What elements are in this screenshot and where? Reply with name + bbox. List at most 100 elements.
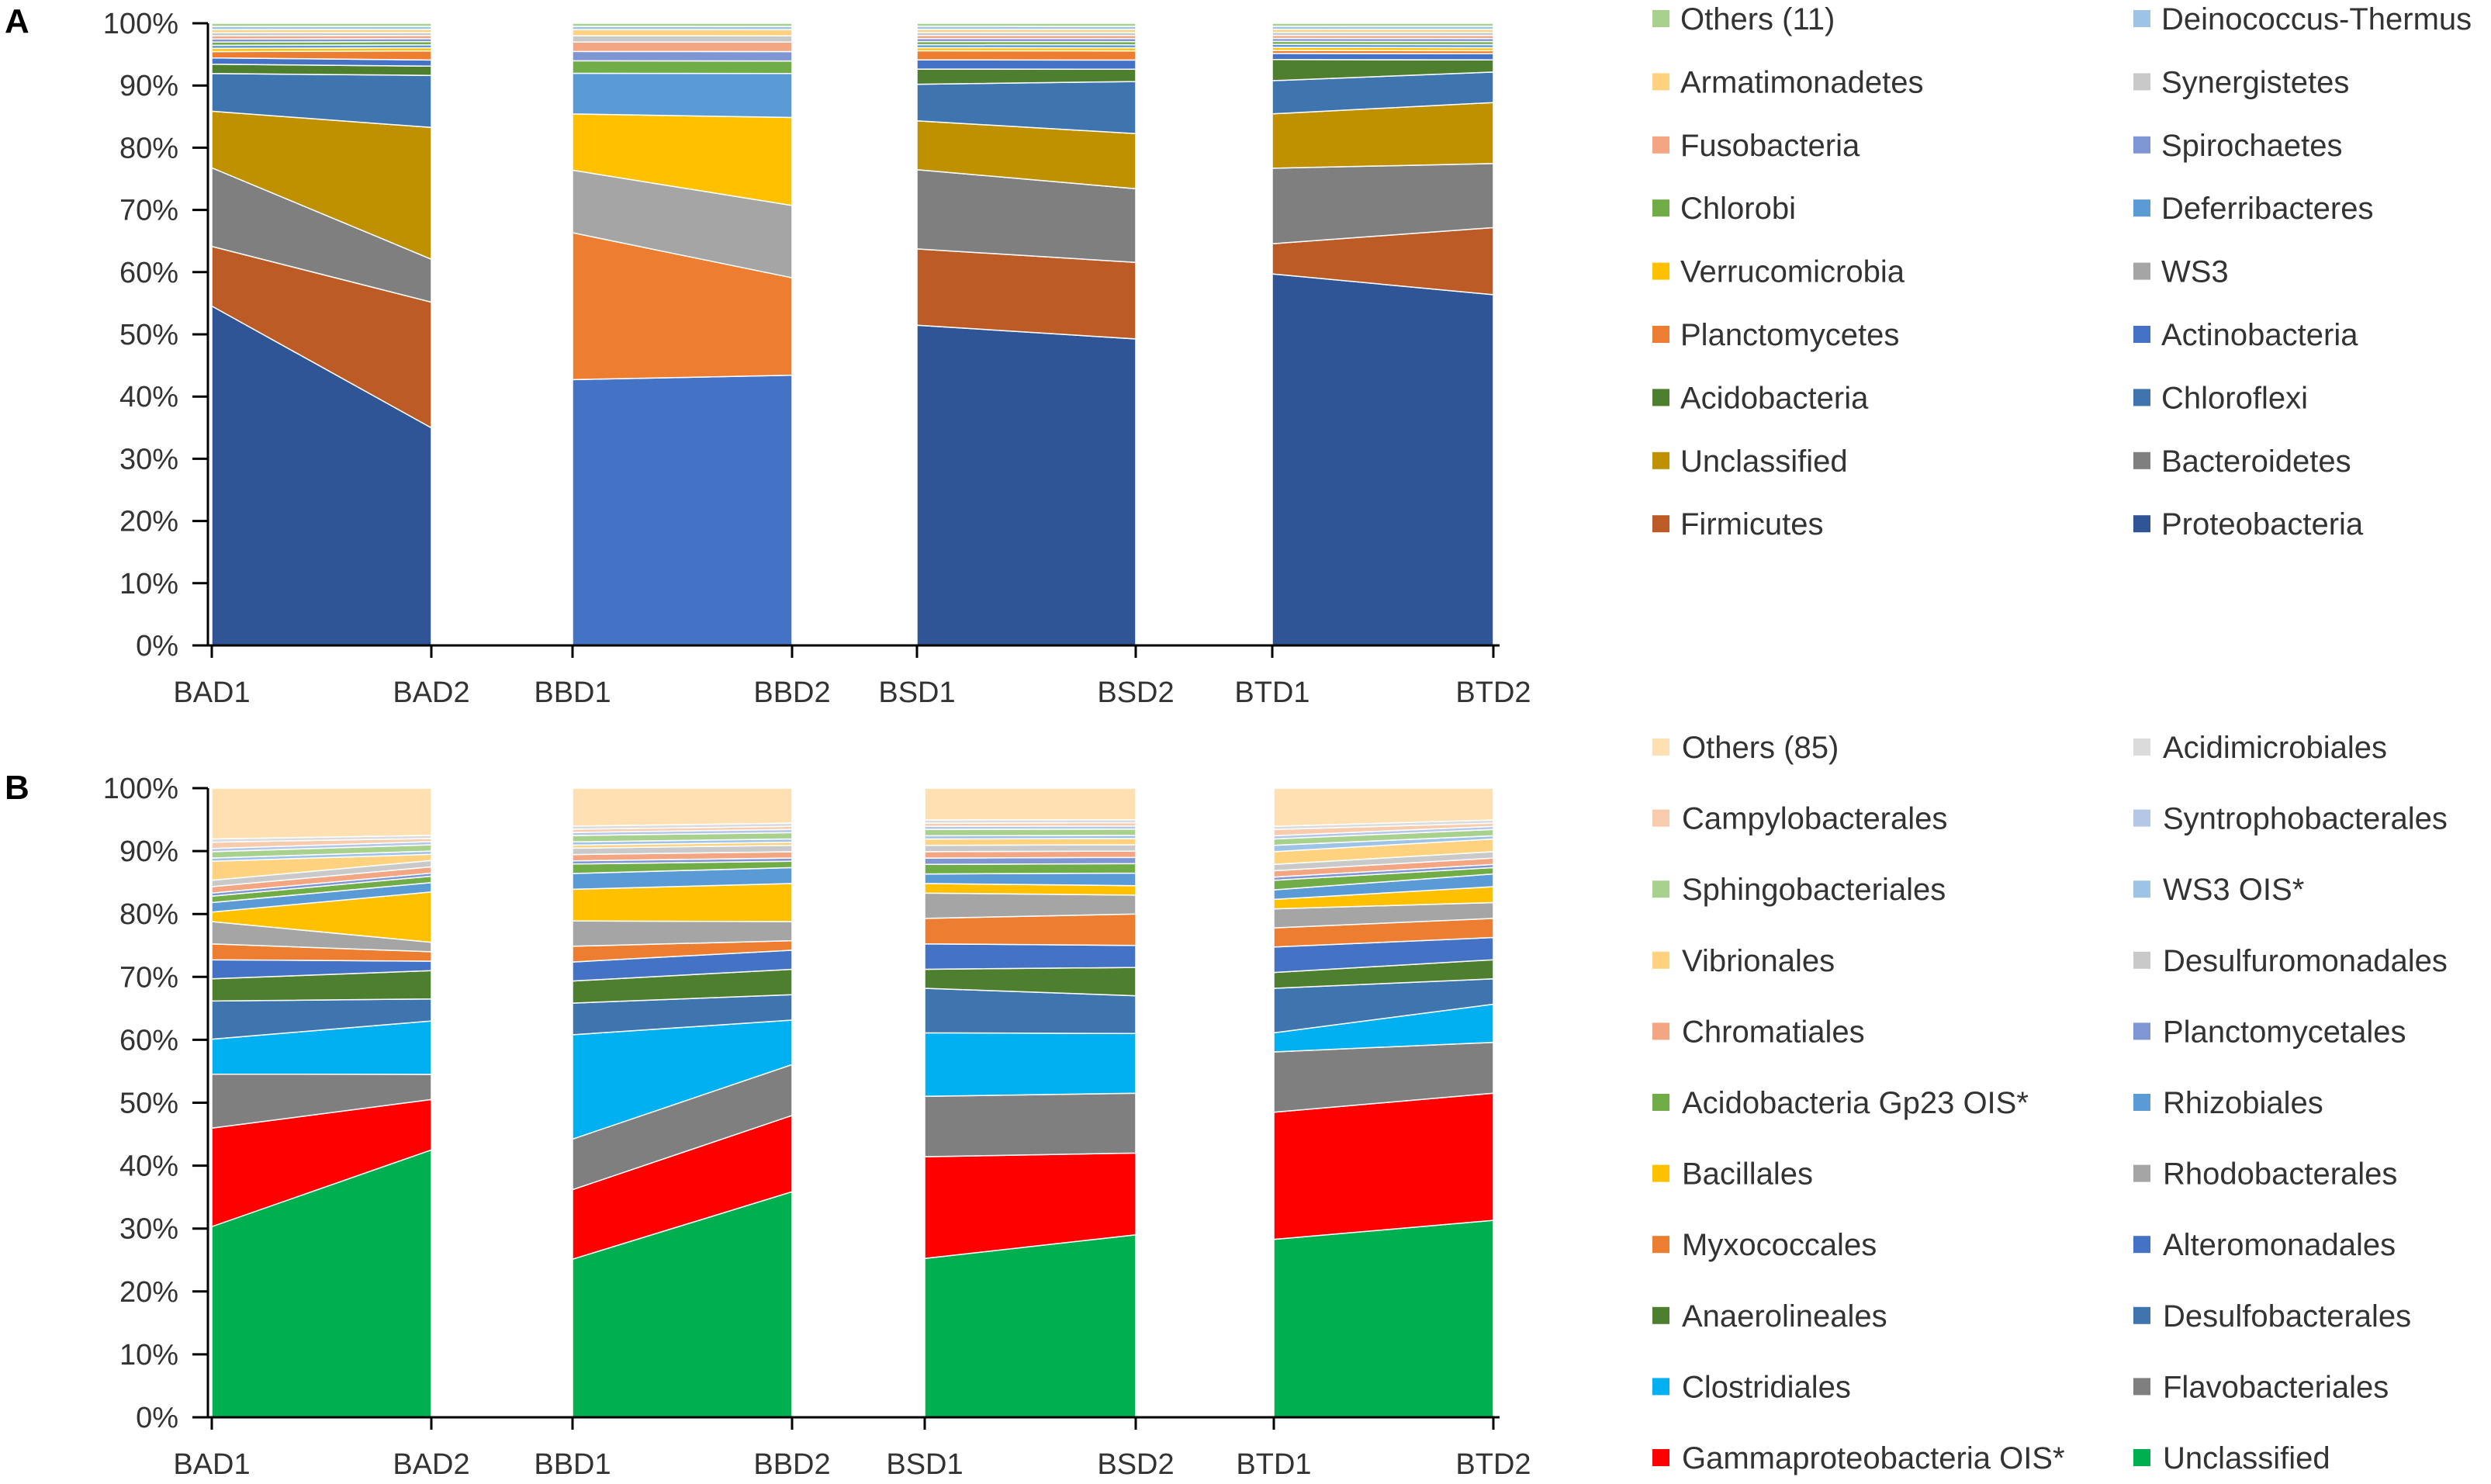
panel-b-legend-label-anaerolineales: Anaerolineales: [1682, 1299, 1887, 1334]
panel-b-legend-swatch-rhodobacterales: [2133, 1164, 2150, 1182]
panel-b-legend-item-clostridiales: Clostridiales: [1652, 1370, 1851, 1404]
panel-b-legend-item-alteromonadales: Alteromonadales: [2133, 1228, 2396, 1262]
panel-b-legend-label-flavobacteriales: Flavobacteriales: [2163, 1370, 2389, 1404]
panel-a-legend-item-others-11: Others (11): [1652, 2, 1835, 36]
panel-a-band-others-11-bsd1-bsd2: [916, 22, 1137, 27]
panel-a-y-tick-label: 10%: [119, 568, 178, 600]
panel-b-legend-item-planctomycetales: Planctomycetales: [2133, 1015, 2406, 1049]
panel-a-legend-swatch-proteobacteria: [2133, 515, 2150, 533]
panel-b-legend-label-campylobacterales: Campylobacterales: [1682, 802, 1947, 836]
panel-a-legend-label-armatimonadetes: Armatimonadetes: [1680, 65, 1923, 99]
panel-a-y-tick-label: 60%: [119, 257, 178, 289]
panel-a-legend-swatch-acidobacteria: [1652, 389, 1669, 406]
panel-b-y-axis-ticks: 0% 10% 20% 30% 40% 50% 60% 70% 80% 90% 100%: [103, 773, 178, 1434]
panel-a-band-armatimonadetes-bbd1-bbd2: [572, 29, 793, 36]
panel-b-y-tick-label: 10%: [119, 1339, 178, 1372]
panel-b-legend-item-unclassified: Unclassified: [2133, 1441, 2330, 1475]
panel-a-legend-label-actinobacteria: Actinobacteria: [2161, 318, 2358, 352]
panel-a-legend-label-ws3: WS3: [2161, 255, 2229, 289]
panel-b-legend-label-desulfobacterales: Desulfobacterales: [2163, 1299, 2411, 1334]
panel-a-legend-label-chlorobi: Chlorobi: [1680, 192, 1796, 226]
panel-a-y-tick-label: 80%: [119, 132, 178, 164]
panel-a-legend-swatch-ws3: [2133, 262, 2150, 280]
panel-b-x-tick-label-bsd2: BSD2: [1097, 1448, 1174, 1481]
panel-a-y-tick-label: 50%: [119, 319, 178, 351]
panel-b-y-tick-label: 70%: [119, 961, 178, 994]
panel-a-band-proteobacteria-btd1-btd2: [1271, 273, 1494, 646]
panel-a-y-tick-label: 100%: [103, 8, 178, 40]
panel-b-legend-swatch-acidimicrobiales: [2133, 739, 2150, 756]
panel-a-band-fusobacteria-bbd1-bbd2: [572, 41, 793, 53]
panel-a-legend-item-deinococcus-thermus: Deinococcus-Thermus: [2133, 2, 2472, 36]
panel-a-x-tick-label-bad1: BAD1: [173, 676, 250, 709]
panel-b-legend-item-syntrophobacterales: Syntrophobacterales: [2133, 802, 2448, 836]
panel-b-y-tick-label: 40%: [119, 1150, 178, 1183]
panel-b-x-tick-label-btd2: BTD2: [1455, 1448, 1531, 1481]
panel-a-legend-item-fusobacteria: Fusobacteria: [1652, 129, 1860, 163]
panel-b-legend-swatch-clostridiales: [1652, 1378, 1669, 1396]
panel-b-legend-label-syntrophobacterales: Syntrophobacterales: [2163, 802, 2448, 836]
panel-b-axes: [192, 787, 1500, 1430]
panel-b-legend-label-bacillales: Bacillales: [1682, 1157, 1813, 1192]
panel-b-legend-item-ws3-ois: WS3 OIS*: [2133, 873, 2304, 907]
panel-a-legend-item-ws3: WS3: [2133, 255, 2229, 289]
panel-b-x-tick-label-bad2: BAD2: [393, 1448, 469, 1481]
panel-a-legend-swatch-deinococcus-thermus: [2133, 10, 2150, 27]
panel-b-y-tick-label: 80%: [119, 898, 178, 931]
panel-b-legend-swatch-desulfuromonadales: [2133, 951, 2150, 969]
panel-a-y-axis-ticks: 0% 10% 20% 30% 40% 50% 60% 70% 80% 90% 100%: [103, 8, 178, 662]
panel-b-legend-label-others-85: Others (85): [1682, 731, 1839, 765]
panel-b-legend-swatch-myxococcales: [1652, 1236, 1669, 1254]
panel-a-y-tick-label: 30%: [119, 443, 178, 476]
panel-a-x-axis-labels: BAD1 BAD2 BBD1 BBD2 BSD1 BSD2 BTD1 BTD2: [173, 676, 1531, 709]
panel-a-legend-label-others-11: Others (11): [1680, 2, 1835, 36]
panel-b-legend-swatch-unclassified: [2133, 1449, 2150, 1466]
panel-a-band-acidobacteria-bsd1-bsd2: [916, 68, 1137, 85]
panel-b-band-sphingobacteriales-bsd1-bsd2: [924, 828, 1137, 837]
panel-b-legend-item-flavobacteriales: Flavobacteriales: [2133, 1370, 2389, 1404]
panel-a-legend-swatch-spirochaetes: [2133, 136, 2150, 154]
panel-b-band-others-85-bbd1-bbd2: [572, 787, 793, 827]
panel-b-legend-label-desulfuromonadales: Desulfuromonadales: [2163, 944, 2448, 978]
panel-a-legend-swatch-actinobacteria: [2133, 326, 2150, 343]
panel-a-band-proteobacteria-bsd1-bsd2: [916, 324, 1137, 646]
panel-a-legend-swatch-unclassified: [1652, 451, 1669, 469]
panel-a-legend-item-bacteroidetes: Bacteroidetes: [2133, 445, 2351, 479]
panel-a-band-actinobacteria-btd1-btd2: [1271, 53, 1494, 61]
panel-b-legend-label-gammaproteobacteria-ois: Gammaproteobacteria OIS*: [1682, 1441, 2065, 1475]
panel-b-legend-label-myxococcales: Myxococcales: [1682, 1228, 1877, 1262]
panel-b-band-vibrionales-bsd1-bsd2: [924, 838, 1137, 846]
panel-a-band-chlorobi-bbd1-bbd2: [572, 60, 793, 74]
panel-b-legend-swatch-gammaproteobacteria-ois: [1652, 1449, 1669, 1466]
panel-a-band-others-11-btd1-btd2: [1271, 22, 1494, 27]
panel-b-legend-label-acidobacteria-gp23-ois: Acidobacteria Gp23 OIS*: [1682, 1086, 2029, 1120]
panel-b-legend-swatch-others-85: [1652, 739, 1669, 756]
panel-a-x-tick-label-bbd2: BBD2: [753, 676, 830, 709]
panel-b-legend-item-vibrionales: Vibrionales: [1652, 944, 1835, 978]
panel-a-legend-swatch-fusobacteria: [1652, 136, 1669, 154]
panel-b-legend-swatch-planctomycetales: [2133, 1022, 2150, 1040]
panel-b-legend-swatch-syntrophobacterales: [2133, 809, 2150, 827]
panel-a-legend-label-unclassified: Unclassified: [1680, 445, 1848, 479]
panel-b-y-tick-label: 90%: [119, 835, 178, 868]
panel-b-legend-item-campylobacterales: Campylobacterales: [1652, 802, 1947, 836]
panel-b-legend-swatch-chromatiales: [1652, 1022, 1669, 1040]
panel-b-y-tick-label: 60%: [119, 1024, 178, 1057]
panel-a-legend-swatch-firmicutes: [1652, 515, 1669, 533]
panel-a-legend-item-armatimonadetes: Armatimonadetes: [1652, 65, 1923, 99]
panel-b-band-acidobacteria-gp23-ois-bsd1-bsd2: [924, 863, 1137, 875]
panel-a-legend-label-deferribacteres: Deferribacteres: [2161, 192, 2373, 226]
panel-a-legend-item-planctomycetes: Planctomycetes: [1652, 318, 1899, 352]
panel-b-legend-label-alteromonadales: Alteromonadales: [2163, 1228, 2396, 1262]
panel-b-legend-item-myxococcales: Myxococcales: [1652, 1228, 1877, 1262]
panel-b-label: B: [5, 769, 29, 807]
panel-b-legend-item-others-85: Others (85): [1652, 731, 1839, 765]
panel-a-y-tick-label: 70%: [119, 195, 178, 227]
panel-a-legend-item-chloroflexi: Chloroflexi: [2133, 381, 2308, 415]
panel-a-legend-item-spirochaetes: Spirochaetes: [2133, 129, 2342, 163]
panel-b-legend-swatch-rhizobiales: [2133, 1094, 2150, 1111]
panel-b-legend-item-rhodobacterales: Rhodobacterales: [2133, 1157, 2397, 1192]
panel-a-band-actinobacteria-bbd1-bbd2: [572, 374, 793, 646]
panel-b-legend-swatch-campylobacterales: [1652, 809, 1669, 827]
panel-b-legend-item-desulfuromonadales: Desulfuromonadales: [2133, 944, 2448, 978]
